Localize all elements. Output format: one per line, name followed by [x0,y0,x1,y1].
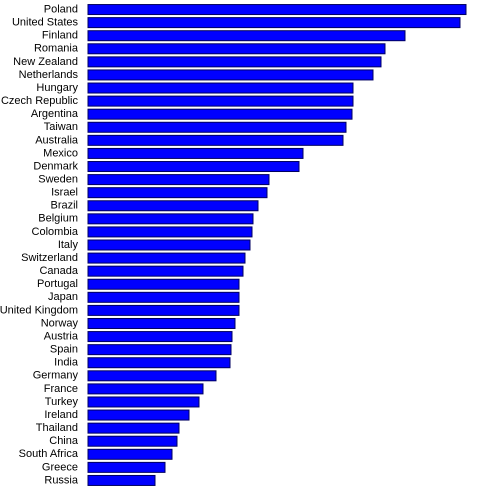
category-label: Brazil [50,200,78,212]
bar [87,383,204,395]
bar [87,278,240,290]
bar [87,265,244,277]
bar [87,108,353,120]
category-label: Thailand [36,422,78,434]
bar [87,317,236,329]
bar [87,370,217,382]
category-label: Japan [48,291,78,303]
category-label: Russia [44,474,79,486]
category-label: Switzerland [21,252,78,264]
bar [87,396,200,408]
bar [87,4,467,16]
category-label: Czech Republic [1,95,79,107]
bar [87,56,382,68]
category-label: New Zealand [13,56,78,68]
category-label: Austria [44,330,79,342]
bar [87,161,300,173]
category-label: Mexico [43,147,78,159]
category-label: Colombia [32,226,79,238]
bar [87,95,354,107]
bar [87,187,268,199]
category-label: Poland [44,3,78,15]
category-label: China [49,435,79,447]
category-label: Sweden [38,174,78,186]
category-label: Denmark [33,160,78,172]
bar [87,213,254,225]
category-label: Finland [42,30,78,42]
bar [87,461,166,473]
category-label: Netherlands [19,69,79,81]
bar [87,43,386,55]
category-label: Argentina [31,108,79,120]
category-label: Germany [33,370,79,382]
bar [87,147,304,159]
category-label: United States [12,17,79,29]
bar [87,474,156,486]
category-label: Ireland [44,409,78,421]
bar [87,69,374,81]
category-label: Portugal [37,278,78,290]
category-label: Greece [42,461,78,473]
category-label: Canada [39,265,78,277]
category-label: Norway [41,317,79,329]
category-label: Italy [58,239,79,251]
bar [87,121,347,133]
category-label: Hungary [36,82,78,94]
bar [87,252,246,264]
bar [87,200,259,212]
category-label: France [44,383,78,395]
category-label: Belgium [38,213,78,225]
category-label: Spain [50,344,78,356]
category-label: Australia [35,134,79,146]
bar [87,448,173,460]
category-label: Romania [34,43,79,55]
category-label: Turkey [45,396,79,408]
category-label: United Kingdom [0,304,78,316]
bar [87,82,354,94]
bar [87,422,180,434]
bar [87,357,231,369]
bar [87,239,251,251]
bar [87,174,270,186]
bar [87,134,344,146]
bar [87,331,233,343]
category-label: Taiwan [44,121,78,133]
bar [87,17,461,29]
category-label: South Africa [19,448,79,460]
category-label: India [54,357,79,369]
bar [87,30,406,42]
bar [87,304,240,316]
category-label: Israel [51,187,78,199]
bar [87,409,190,421]
bar [87,435,178,447]
bar [87,344,232,356]
bar [87,226,253,238]
bar [87,291,240,303]
